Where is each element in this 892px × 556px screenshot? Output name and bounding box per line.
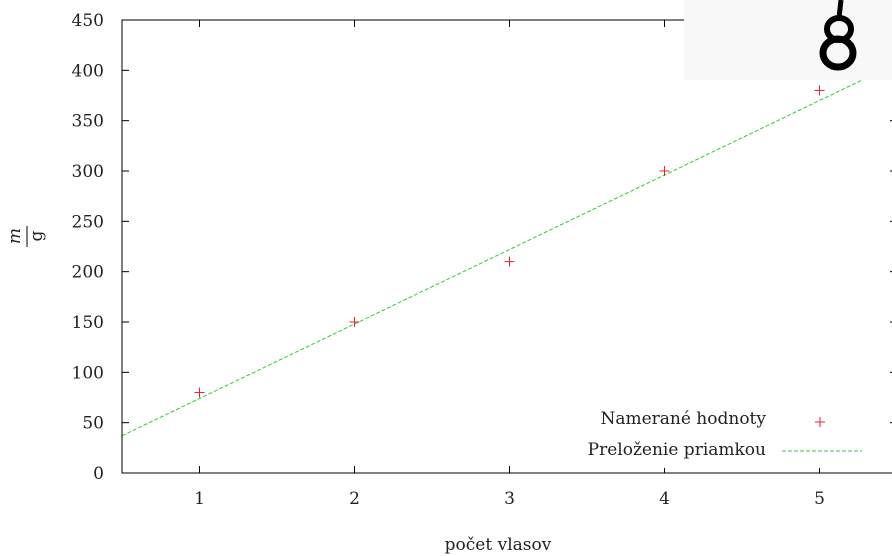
figure-eight-weight-icon bbox=[684, 0, 892, 80]
y-tick-label: 200 bbox=[72, 263, 104, 283]
weight-string bbox=[836, 0, 844, 19]
legend: Namerané hodnoty Preloženie priamkou bbox=[540, 400, 880, 468]
y-tick-label: 250 bbox=[72, 212, 104, 232]
legend-swatch-measured bbox=[815, 417, 825, 427]
y-axis-label-numerator: m bbox=[5, 228, 25, 244]
data-point bbox=[194, 387, 205, 398]
weight-bottom-loop bbox=[819, 35, 857, 71]
weight-backdrop bbox=[684, 0, 892, 80]
y-tick-label: 50 bbox=[82, 414, 104, 434]
fit-layer bbox=[121, 65, 892, 437]
data-point bbox=[349, 317, 360, 327]
y-axis-label: m g bbox=[5, 226, 47, 247]
fit-line bbox=[121, 65, 892, 437]
y-tick-label: 450 bbox=[72, 11, 104, 31]
x-tick-label: 3 bbox=[504, 489, 515, 509]
y-tick-label: 300 bbox=[72, 162, 104, 182]
plot-frame bbox=[121, 19, 892, 474]
data-point bbox=[504, 256, 515, 267]
data-point bbox=[814, 85, 825, 96]
x-tick-label: 5 bbox=[814, 489, 825, 509]
legend-label-measured: Namerané hodnoty bbox=[600, 409, 766, 429]
x-tick-label: 1 bbox=[194, 489, 205, 509]
legend-label-fit: Preloženie priamkou bbox=[588, 440, 766, 460]
y-tick-label: 100 bbox=[72, 363, 104, 383]
x-axis-label: počet vlasov bbox=[445, 535, 552, 555]
x-tick-label: 2 bbox=[349, 489, 360, 509]
legend-box bbox=[540, 400, 880, 468]
y-axis-label-denominator: g bbox=[27, 230, 47, 241]
data-point bbox=[659, 166, 670, 176]
y-tick-label: 350 bbox=[72, 112, 104, 132]
points-layer bbox=[194, 85, 825, 398]
y-tick-label: 150 bbox=[72, 313, 104, 333]
y-tick-label: 400 bbox=[72, 61, 104, 81]
x-tick-label: 4 bbox=[659, 489, 670, 509]
y-tick-label: 0 bbox=[93, 464, 104, 484]
